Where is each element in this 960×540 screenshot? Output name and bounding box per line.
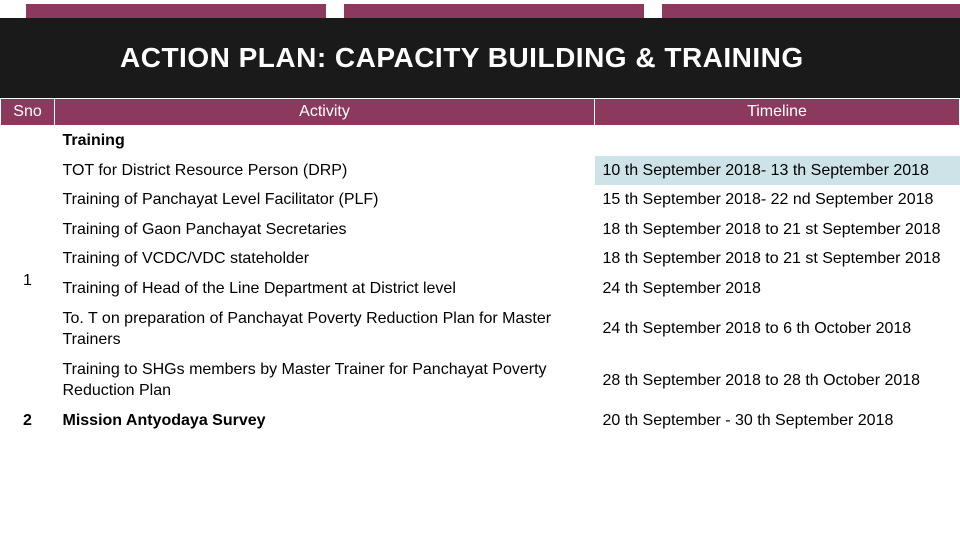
activity-cell: Training to SHGs members by Master Train… — [55, 355, 595, 406]
activity-cell: Training of Head of the Line Department … — [55, 274, 595, 304]
top-accent-bar — [0, 0, 960, 18]
table-row: Training of Panchayat Level Facilitator … — [1, 185, 960, 215]
sno-2: 2 — [1, 406, 55, 436]
timeline-cell: 24 th September 2018 to 6 th October 201… — [595, 304, 960, 355]
action-plan-table: Sno Activity Timeline Training 1 TOT for… — [0, 98, 960, 436]
table-row: To. T on preparation of Panchayat Povert… — [1, 304, 960, 355]
col-activity: Activity — [55, 99, 595, 126]
activity-cell: Training of VCDC/VDC stateholder — [55, 244, 595, 274]
timeline-cell: 28 th September 2018 to 28 th October 20… — [595, 355, 960, 406]
table-row: 1 TOT for District Resource Person (DRP)… — [1, 156, 960, 186]
timeline-cell: 20 th September - 30 th September 2018 — [595, 406, 960, 436]
table-row: Training of VCDC/VDC stateholder 18 th S… — [1, 244, 960, 274]
table-row: Training of Head of the Line Department … — [1, 274, 960, 304]
sno-1: 1 — [1, 156, 55, 406]
table-row: Training to SHGs members by Master Train… — [1, 355, 960, 406]
col-timeline: Timeline — [595, 99, 960, 126]
col-sno: Sno — [1, 99, 55, 126]
timeline-cell: 15 th September 2018- 22 nd September 20… — [595, 185, 960, 215]
timeline-cell: 24 th September 2018 — [595, 274, 960, 304]
activity-cell: Mission Antyodaya Survey — [55, 406, 595, 436]
table-row: 2 Mission Antyodaya Survey 20 th Septemb… — [1, 406, 960, 436]
training-subheader-row: Training — [1, 126, 960, 156]
timeline-cell: 18 th September 2018 to 21 st September … — [595, 244, 960, 274]
training-subheader: Training — [55, 126, 595, 156]
timeline-cell: 10 th September 2018- 13 th September 20… — [595, 156, 960, 186]
timeline-cell: 18 th September 2018 to 21 st September … — [595, 215, 960, 245]
activity-cell: Training of Gaon Panchayat Secretaries — [55, 215, 595, 245]
activity-cell: TOT for District Resource Person (DRP) — [55, 156, 595, 186]
table-row: Training of Gaon Panchayat Secretaries 1… — [1, 215, 960, 245]
table-header-row: Sno Activity Timeline — [1, 99, 960, 126]
page-title: ACTION PLAN: CAPACITY BUILDING & TRAININ… — [0, 18, 960, 98]
activity-cell: Training of Panchayat Level Facilitator … — [55, 185, 595, 215]
activity-cell: To. T on preparation of Panchayat Povert… — [55, 304, 595, 355]
